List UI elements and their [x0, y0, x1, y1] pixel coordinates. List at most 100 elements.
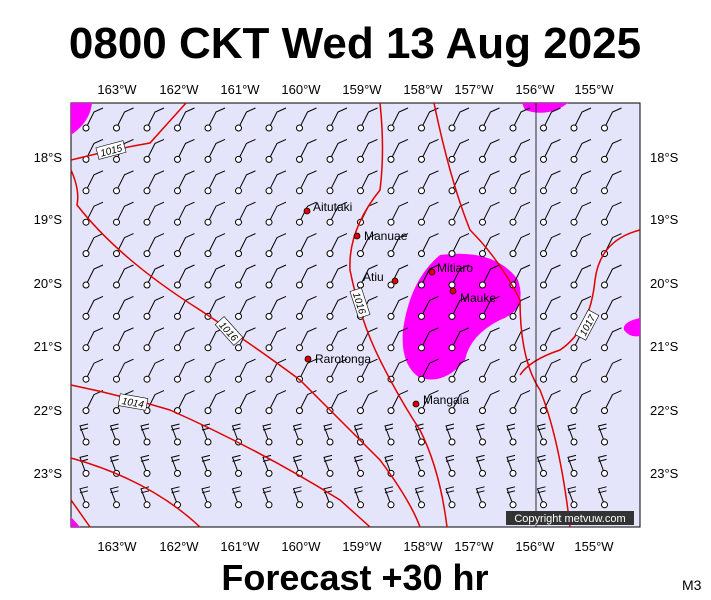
lat-label-left: 20°S	[34, 276, 63, 291]
barb	[390, 358, 409, 380]
barb	[482, 170, 500, 192]
lon-label-bottom: 161°W	[220, 539, 260, 554]
station	[265, 281, 273, 289]
isobar-label-box	[214, 316, 244, 346]
barb	[482, 390, 500, 411]
station	[479, 124, 486, 132]
barb	[177, 233, 195, 254]
barb	[482, 107, 500, 129]
barb	[299, 170, 317, 192]
barb	[116, 107, 134, 129]
barb	[597, 454, 607, 474]
barb	[329, 390, 348, 411]
station	[326, 344, 334, 352]
barb	[329, 295, 348, 317]
station	[570, 281, 578, 289]
lon-label-top: 157°W	[454, 82, 494, 97]
barb	[79, 423, 89, 443]
station	[235, 187, 242, 195]
place-name: Manuae	[364, 229, 408, 243]
barb	[604, 295, 622, 317]
station	[509, 344, 517, 352]
station	[174, 312, 181, 320]
station	[82, 375, 90, 383]
lon-label-top: 162°W	[159, 82, 199, 97]
barb	[207, 358, 226, 380]
station	[570, 155, 578, 163]
station	[204, 375, 212, 383]
station	[540, 187, 547, 195]
station	[479, 218, 486, 226]
map-title: 0800 CKT Wed 13 Aug 2025	[69, 19, 641, 68]
station	[540, 469, 547, 477]
station	[326, 250, 334, 258]
station	[479, 438, 486, 446]
station	[296, 438, 303, 446]
station	[570, 312, 578, 320]
station	[448, 250, 456, 258]
station	[479, 501, 486, 509]
station	[357, 187, 364, 195]
barb	[573, 201, 592, 223]
station	[296, 501, 303, 509]
barb	[238, 138, 256, 160]
station	[387, 155, 395, 163]
station	[448, 218, 456, 226]
barb	[238, 295, 256, 317]
barb	[512, 170, 531, 192]
station	[357, 124, 364, 132]
barb	[543, 201, 561, 223]
station	[204, 438, 212, 446]
station	[113, 281, 120, 289]
wind-barbs	[79, 107, 622, 509]
station	[357, 407, 364, 415]
station	[235, 250, 242, 258]
barb	[421, 138, 439, 160]
rain-areas	[71, 103, 640, 527]
station	[540, 407, 547, 415]
barb	[85, 170, 104, 192]
station	[82, 438, 90, 446]
station	[326, 469, 334, 477]
station	[113, 250, 120, 258]
isobar-label-box	[574, 309, 600, 341]
barb	[604, 107, 622, 129]
barb	[421, 170, 439, 192]
station	[540, 312, 547, 320]
station	[387, 124, 395, 132]
station	[448, 281, 456, 289]
barb	[177, 201, 195, 223]
barb	[268, 327, 287, 349]
lat-label-left: 21°S	[34, 339, 63, 354]
barb	[238, 327, 256, 349]
barb	[299, 233, 317, 254]
station	[540, 501, 547, 509]
station	[570, 250, 578, 258]
barb	[573, 233, 592, 254]
station	[143, 281, 151, 289]
station	[265, 155, 273, 163]
barb	[109, 423, 119, 443]
place-dot	[304, 355, 312, 363]
barb	[360, 390, 378, 411]
station	[82, 281, 90, 289]
barb	[536, 486, 546, 505]
barb	[238, 170, 256, 192]
barb	[353, 486, 363, 505]
map-frame	[70, 102, 641, 528]
station	[418, 281, 425, 289]
barb	[573, 358, 592, 380]
barb	[512, 138, 531, 160]
station	[204, 155, 212, 163]
station	[509, 438, 517, 446]
station	[235, 407, 242, 415]
station	[418, 469, 425, 477]
station	[540, 375, 547, 383]
barb	[116, 201, 134, 223]
station	[174, 469, 181, 477]
barb	[543, 138, 561, 160]
barb	[292, 454, 302, 474]
barb	[384, 486, 394, 505]
barb	[543, 295, 561, 317]
barb	[360, 138, 378, 160]
